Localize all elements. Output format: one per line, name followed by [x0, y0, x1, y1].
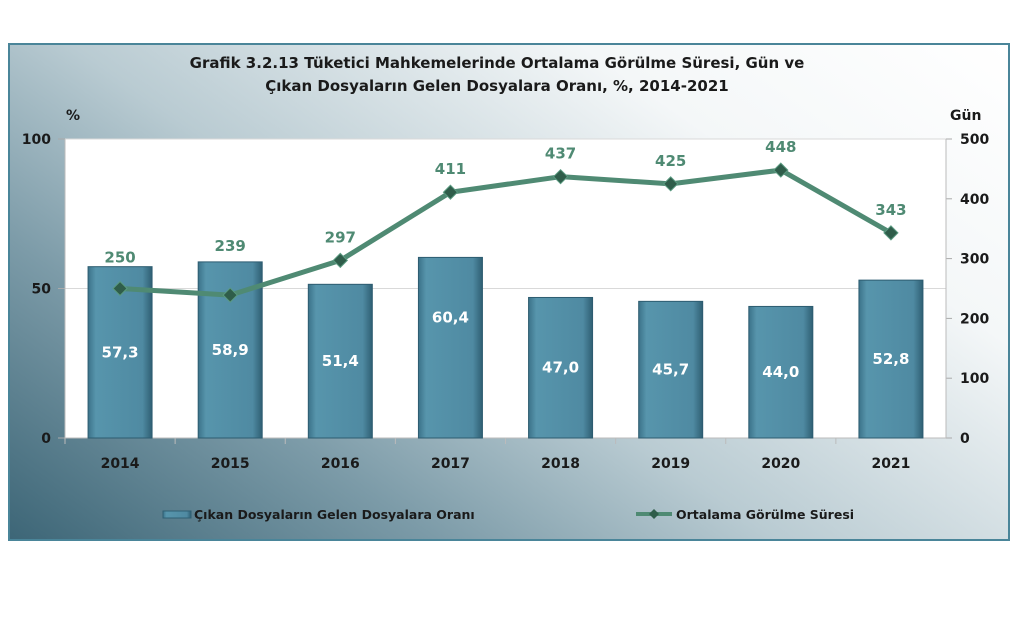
bar-data-label: 44,0 [762, 363, 799, 381]
x-tick-label: 2018 [541, 456, 580, 472]
chart-title-line2: Çıkan Dosyaların Gelen Dosyalara Oranı, … [265, 77, 728, 95]
right-tick-label: 300 [960, 252, 989, 268]
left-tick-label: 100 [22, 132, 51, 148]
left-axis-label: % [66, 108, 80, 124]
line-data-label: 411 [435, 160, 466, 178]
line-marker [883, 225, 899, 241]
x-tick-label: 2021 [871, 456, 910, 472]
left-tick-label: 0 [41, 431, 51, 447]
x-tick-label: 2015 [211, 456, 250, 472]
bar [417, 256, 483, 439]
x-tick-label: 2016 [321, 456, 360, 472]
bar-data-label: 60,4 [432, 309, 469, 327]
chart-title-line1: Grafik 3.2.13 Tüketici Mahkemelerinde Or… [190, 54, 805, 72]
line-data-label: 250 [104, 249, 135, 267]
bar-data-label: 45,7 [652, 361, 689, 379]
legend-bar-label: Çıkan Dosyaların Gelen Dosyalara Oranı [194, 507, 475, 522]
legend: Çıkan Dosyaların Gelen Dosyalara Oranı O… [162, 507, 854, 522]
bar-data-label: 57,3 [102, 343, 139, 361]
right-tick-label: 500 [960, 132, 989, 148]
legend-marker-icon [649, 509, 659, 519]
bar [638, 300, 704, 439]
bar-data-label: 52,8 [872, 350, 909, 368]
legend-line-label: Ortalama Görülme Süresi [676, 507, 854, 522]
bar [528, 296, 594, 439]
right-tick-label: 100 [960, 371, 989, 387]
right-tick-label: 200 [960, 311, 989, 327]
line-marker [773, 162, 789, 178]
right-axis-label: Gün [950, 108, 981, 124]
right-tick-label: 0 [960, 431, 970, 447]
legend-bar-swatch [162, 510, 192, 519]
line-marker [662, 176, 679, 192]
line-series [119, 167, 893, 298]
x-tick-label: 2019 [651, 456, 690, 472]
line-data-label: 343 [875, 201, 906, 219]
bar-data-label: 58,9 [212, 341, 249, 359]
bar [748, 305, 814, 439]
line-data-label: 437 [545, 145, 576, 163]
x-tick-label: 2014 [101, 456, 140, 472]
line-data-label: 448 [765, 138, 796, 156]
right-tick-label: 400 [960, 192, 989, 208]
line-marker [442, 184, 459, 200]
line-marker [112, 280, 128, 297]
line-data-label: 297 [325, 228, 356, 246]
line-data-label: 425 [655, 152, 686, 170]
x-tick-label: 2017 [431, 456, 470, 472]
left-tick-label: 50 [32, 282, 52, 298]
line-marker [332, 252, 349, 269]
bar-data-label: 51,4 [322, 352, 359, 370]
line-marker [222, 287, 238, 303]
line-data-label: 239 [215, 237, 246, 255]
line-marker [552, 168, 569, 185]
bar [307, 283, 373, 439]
bar [858, 279, 924, 439]
bar-data-label: 47,0 [542, 359, 579, 377]
x-tick-label: 2020 [761, 456, 800, 472]
